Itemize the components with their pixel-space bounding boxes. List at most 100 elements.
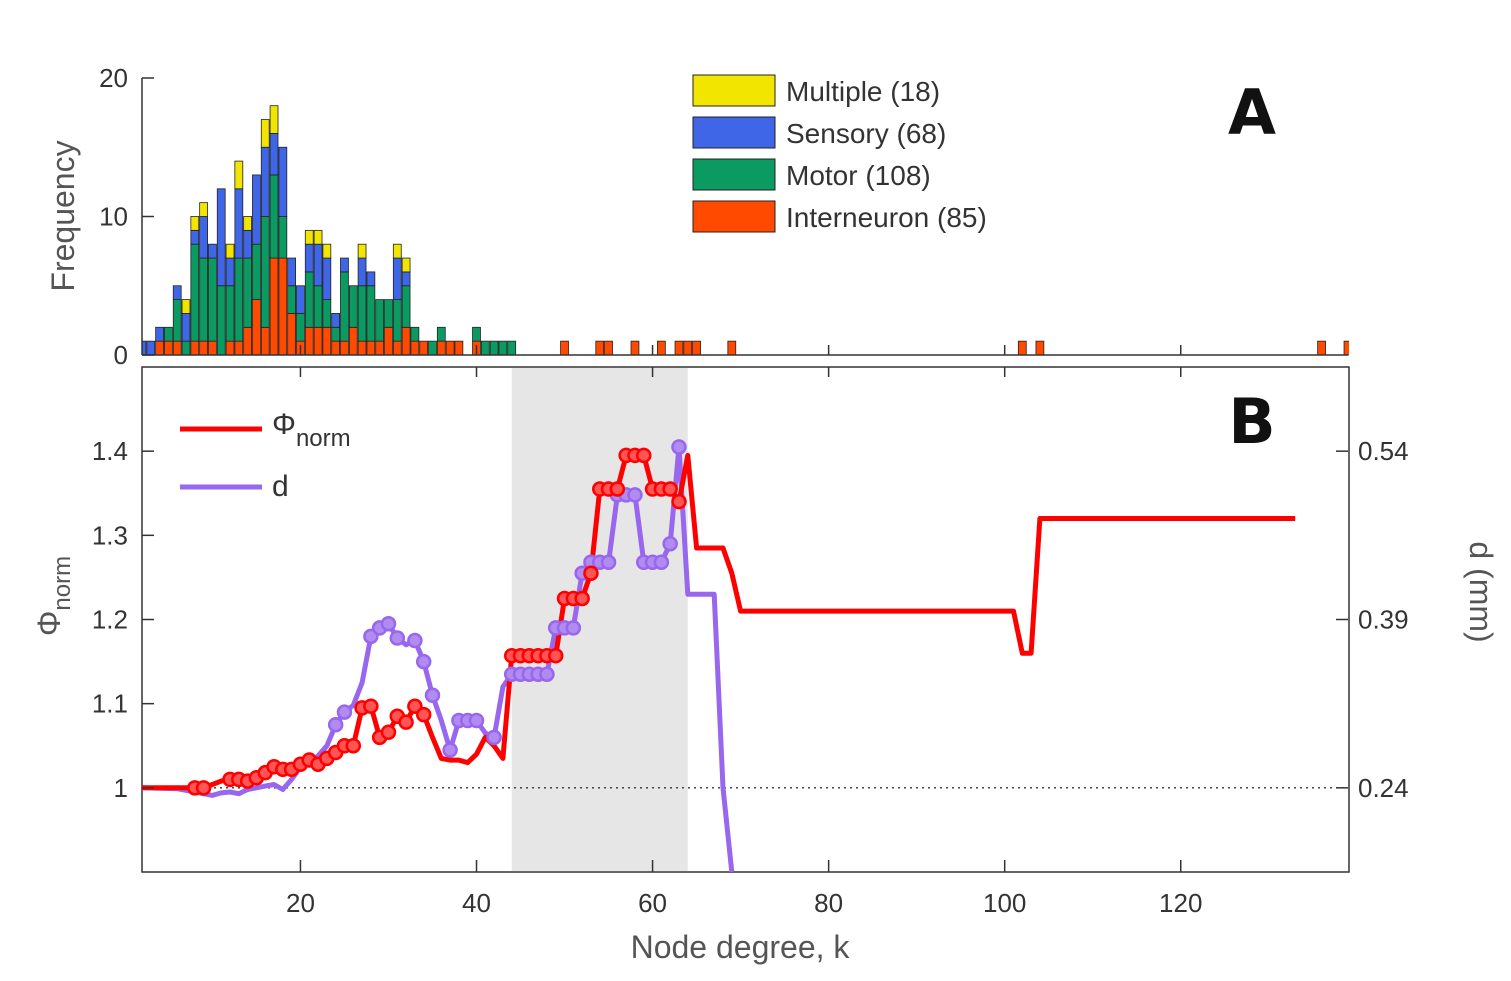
legend-label-sensory: Sensory (68): [786, 118, 946, 149]
bar-sensory-k6: [172, 285, 182, 301]
bar-motor-k21: [304, 271, 314, 328]
marker-d-k42: [486, 729, 502, 746]
bar-motor-k20: [296, 313, 305, 342]
panel-b-right-y-tick-label: 0.24: [1358, 773, 1409, 803]
bar-interneuron-k31: [392, 340, 402, 356]
bar-motor-k7: [181, 340, 191, 356]
bar-sensory-k14: [243, 229, 252, 259]
bar-sensory-k22: [313, 243, 323, 287]
bar-motor-k32: [401, 285, 411, 328]
marker-phi-norm-k49: [547, 647, 564, 664]
bar-motor-k8: [190, 243, 200, 342]
bar-interneuron-k18: [278, 257, 288, 356]
panel-b-y-tick-label: 1.1: [92, 689, 128, 719]
marker-d-k48: [539, 666, 555, 682]
bar-sensory-k10: [208, 243, 217, 259]
panel-b-right-y-tick-label: 0.39: [1358, 605, 1409, 635]
bar-interneuron-k102: [1017, 340, 1027, 356]
bar-interneuron-k6: [172, 340, 182, 356]
bar-interneuron-k34: [419, 340, 429, 356]
panel-a-y-tick-label: 0: [114, 340, 128, 370]
bar-interneuron-k19: [287, 313, 297, 356]
bar-interneuron-k17: [269, 257, 279, 356]
bar-sensory-k24: [331, 313, 341, 328]
panel-b-x-label: Node degree, k: [631, 929, 851, 965]
legend-label-interneuron: Interneuron (85): [786, 202, 987, 233]
bar-motor-k15: [252, 243, 261, 300]
bar-multiple-k32: [401, 257, 411, 273]
bar-sensory-k31: [392, 257, 402, 300]
bar-multiple-k16: [260, 119, 270, 148]
bar-interneuron-k136: [1317, 340, 1326, 356]
bar-interneuron-k65: [692, 340, 701, 356]
bar-sensory-k9: [199, 216, 208, 259]
bar-multiple-k12: [225, 243, 235, 259]
bar-sensory-k8: [190, 229, 200, 245]
legend-label-multiple: Multiple (18): [786, 76, 940, 107]
marker-phi-norm-k28: [363, 698, 379, 714]
marker-phi-norm-k59: [636, 447, 652, 464]
bar-multiple-k21: [304, 229, 314, 245]
marker-d-k33: [407, 632, 423, 649]
panel-b-x-tick-label: 20: [286, 888, 315, 918]
bar-motor-k44: [507, 340, 517, 356]
bar-sensory-k4: [155, 326, 164, 342]
line-d: [142, 444, 735, 872]
panel-a-histogram: 0 10 20 Frequency Multiple (18) Sensory (68…: [45, 63, 1349, 370]
panel-b-x-tick-label: 60: [638, 888, 667, 918]
panel-b-right-y-label: d (mm): [1463, 541, 1499, 642]
bar-interneuron-k32: [401, 326, 411, 356]
bar-sensory-k27: [357, 257, 367, 287]
bar-interneuron-k26: [348, 326, 358, 356]
bar-interneuron-k27: [357, 340, 367, 356]
bar-multiple-k31: [392, 243, 402, 259]
shaded-region: [511, 368, 688, 871]
bar-interneuron-k30: [384, 326, 393, 356]
bar-sensory-k13: [234, 188, 244, 259]
bar-motor-k36: [436, 326, 446, 342]
bar-interneuron-k8: [190, 340, 200, 356]
bar-multiple-k7: [181, 299, 191, 314]
marker-phi-norm-k32: [398, 714, 414, 730]
legend-label-motor: Motor (108): [786, 160, 931, 191]
bar-motor-k14: [243, 257, 252, 328]
bar-interneuron-k23: [322, 326, 332, 356]
bar-interneuron-k61: [657, 340, 666, 356]
bar-interneuron-k29: [375, 340, 385, 356]
panel-a-y-tick-label: 20: [99, 63, 128, 93]
panel-b-right-y-tick-label: 0.54: [1358, 436, 1409, 466]
bar-multiple-k14: [243, 216, 252, 231]
bar-multiple-k22: [313, 229, 323, 245]
marker-phi-norm-k56: [609, 481, 626, 497]
bar-sensory-k19: [287, 257, 297, 287]
panel-b-x-tick-label: 80: [814, 888, 843, 918]
bar-multiple-k17: [269, 105, 279, 134]
marker-d-k55: [600, 554, 617, 571]
bar-motor-k5: [164, 326, 173, 342]
panel-b-x-tick-label: 100: [983, 888, 1026, 918]
bar-interneuron-k16: [260, 326, 270, 356]
bar-multiple-k13: [234, 160, 244, 190]
panel-b-legend: Φnorm d: [180, 408, 351, 503]
marker-d-k51: [565, 620, 582, 636]
bar-interneuron-k28: [366, 340, 376, 356]
marker-d-k58: [627, 487, 643, 503]
bar-multiple-k23: [322, 243, 332, 259]
bar-interneuron-k104: [1035, 340, 1045, 356]
panel-b-y-tick-label: 1: [114, 773, 128, 803]
bar-interneuron-k5: [164, 340, 173, 356]
bar-motor-k19: [287, 285, 297, 314]
legend-swatch-multiple: [692, 74, 776, 107]
panel-b-letter: B: [1228, 385, 1275, 458]
marker-d-k30: [380, 615, 397, 632]
bar-sensory-k16: [260, 146, 270, 217]
bar-sensory-k23: [322, 257, 332, 300]
legend-swatch-motor: [692, 158, 776, 191]
marker-phi-norm-k53: [583, 565, 599, 581]
bar-interneuron-k4: [155, 340, 164, 356]
marker-d-k24: [327, 716, 344, 733]
marker-phi-norm-k34: [415, 706, 432, 723]
marker-phi-norm-k26: [345, 738, 362, 754]
